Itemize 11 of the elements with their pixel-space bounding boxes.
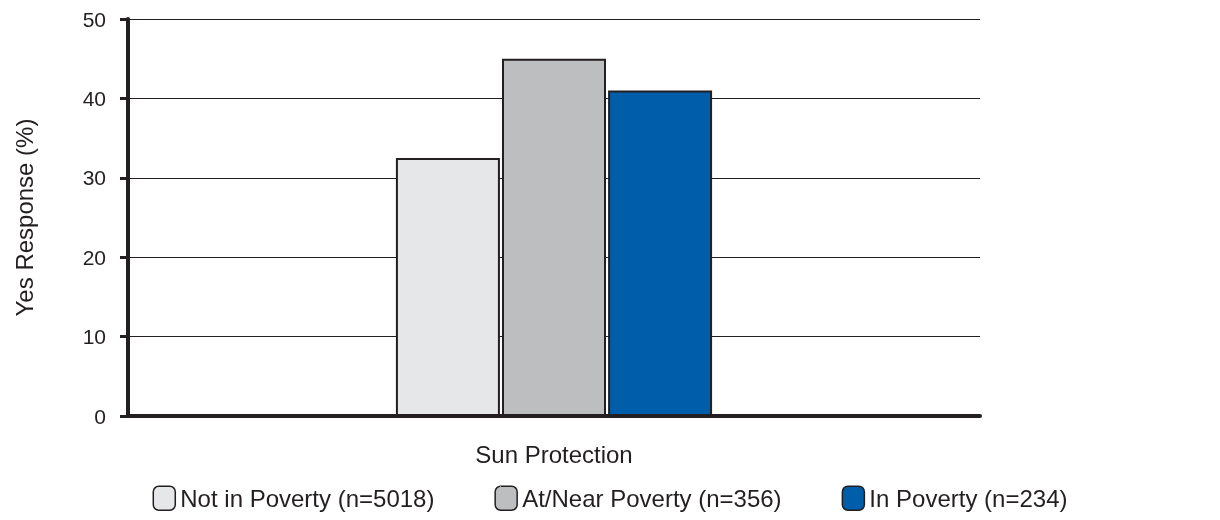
legend-label: In Poverty (n=234): [869, 484, 1068, 512]
x-tick-label: Sun Protection: [475, 440, 633, 468]
y-tick-label: 30: [82, 166, 106, 190]
legend-label: At/Near Poverty (n=356): [522, 484, 782, 512]
y-tick-label: 50: [82, 7, 106, 31]
y-tick-label: 40: [82, 86, 106, 110]
y-tick-label: 20: [82, 245, 106, 269]
legend-label: Not in Poverty (n=5018): [180, 484, 435, 512]
y-axis-title: Yes Response (%): [10, 118, 38, 317]
y-tick-label: 0: [94, 404, 106, 428]
y-tick-label: 10: [82, 325, 106, 349]
